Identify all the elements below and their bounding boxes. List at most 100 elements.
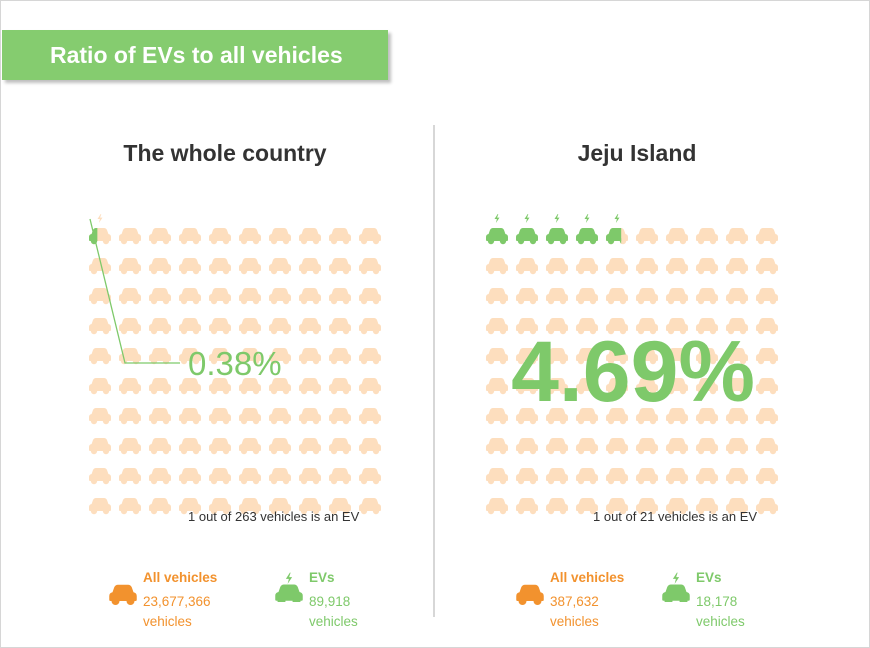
car-icon xyxy=(89,318,111,335)
car-icon xyxy=(149,228,171,245)
car-icon xyxy=(209,288,231,305)
car-icon xyxy=(149,348,171,365)
car-icon xyxy=(299,468,321,485)
car-icon xyxy=(576,438,598,455)
car-icon xyxy=(89,348,111,365)
car-icon xyxy=(209,468,231,485)
ev-car-icon xyxy=(486,214,508,245)
car-icon xyxy=(329,318,351,335)
legend-label: EVs xyxy=(696,570,722,585)
car-icon xyxy=(696,258,718,275)
car-icon xyxy=(119,258,141,275)
car-icon xyxy=(149,438,171,455)
car-icon xyxy=(149,288,171,305)
car-icon xyxy=(516,258,538,275)
car-icon xyxy=(696,438,718,455)
car-icon xyxy=(299,378,321,395)
waffle-chart-country: 0.38% xyxy=(89,214,381,515)
ev-car-icon xyxy=(546,214,568,245)
car-icon xyxy=(726,228,748,245)
car-icon xyxy=(636,228,658,245)
car-icon xyxy=(89,438,111,455)
car-icon xyxy=(179,258,201,275)
waffle-chart-jeju: 4.69% xyxy=(486,214,778,515)
car-icon xyxy=(149,378,171,395)
car-icon xyxy=(269,438,291,455)
panel-title-country: The whole country xyxy=(123,140,327,166)
car-icon xyxy=(109,584,137,605)
ev-car-icon xyxy=(576,214,598,245)
car-icon xyxy=(486,468,508,485)
ev-car-icon xyxy=(662,572,690,602)
car-icon xyxy=(359,438,381,455)
car-icon xyxy=(299,258,321,275)
car-icon xyxy=(756,258,778,275)
car-icon xyxy=(119,228,141,245)
car-icon xyxy=(516,288,538,305)
car-icon xyxy=(299,318,321,335)
legend-unit: vehicles xyxy=(143,614,192,629)
car-icon xyxy=(329,228,351,245)
car-icon xyxy=(636,288,658,305)
legend-label: All vehicles xyxy=(550,570,625,585)
car-icon xyxy=(89,408,111,425)
car-icon xyxy=(359,378,381,395)
car-icon xyxy=(179,408,201,425)
car-icon xyxy=(666,468,688,485)
car-icon xyxy=(89,378,111,395)
car-icon xyxy=(119,468,141,485)
car-icon xyxy=(209,228,231,245)
car-icon xyxy=(359,348,381,365)
car-icon xyxy=(269,468,291,485)
car-icon xyxy=(756,348,778,365)
car-icon xyxy=(299,288,321,305)
car-icon xyxy=(239,318,261,335)
car-icon xyxy=(239,468,261,485)
legend-value: 18,178 xyxy=(696,594,738,609)
car-icon xyxy=(239,258,261,275)
car-icon xyxy=(119,408,141,425)
ev-car-icon xyxy=(516,214,538,245)
ratio-caption: 1 out of 21 vehicles is an EV xyxy=(593,509,758,524)
car-icon xyxy=(179,438,201,455)
car-icon xyxy=(636,438,658,455)
car-icon xyxy=(239,288,261,305)
car-icon xyxy=(726,258,748,275)
legend-unit: vehicles xyxy=(550,614,599,629)
car-icon xyxy=(606,438,628,455)
car-icon xyxy=(666,438,688,455)
car-icon xyxy=(329,408,351,425)
car-icon xyxy=(726,288,748,305)
car-icon xyxy=(756,318,778,335)
car-icon xyxy=(209,258,231,275)
car-icon xyxy=(149,468,171,485)
car-icon xyxy=(576,288,598,305)
car-icon xyxy=(359,468,381,485)
car-icon xyxy=(299,348,321,365)
car-icon xyxy=(329,258,351,275)
car-icon xyxy=(179,228,201,245)
car-icon xyxy=(546,438,568,455)
legend-value: 387,632 xyxy=(550,594,599,609)
car-icon xyxy=(756,408,778,425)
car-icon xyxy=(486,438,508,455)
car-icon xyxy=(299,438,321,455)
car-icon xyxy=(89,468,111,485)
callout-leader-line xyxy=(89,218,180,364)
car-icon xyxy=(359,228,381,245)
car-icon xyxy=(486,408,508,425)
car-icon xyxy=(726,438,748,455)
car-icon xyxy=(756,438,778,455)
panel-title-jeju: Jeju Island xyxy=(577,140,697,166)
panel-divider xyxy=(433,125,435,617)
legend-label: EVs xyxy=(309,570,335,585)
car-icon xyxy=(119,288,141,305)
car-icon xyxy=(666,288,688,305)
partial-ev-car-icon xyxy=(606,214,628,245)
car-icon xyxy=(359,258,381,275)
car-icon xyxy=(239,438,261,455)
car-icon xyxy=(546,468,568,485)
car-icon xyxy=(269,288,291,305)
car-icon xyxy=(179,318,201,335)
